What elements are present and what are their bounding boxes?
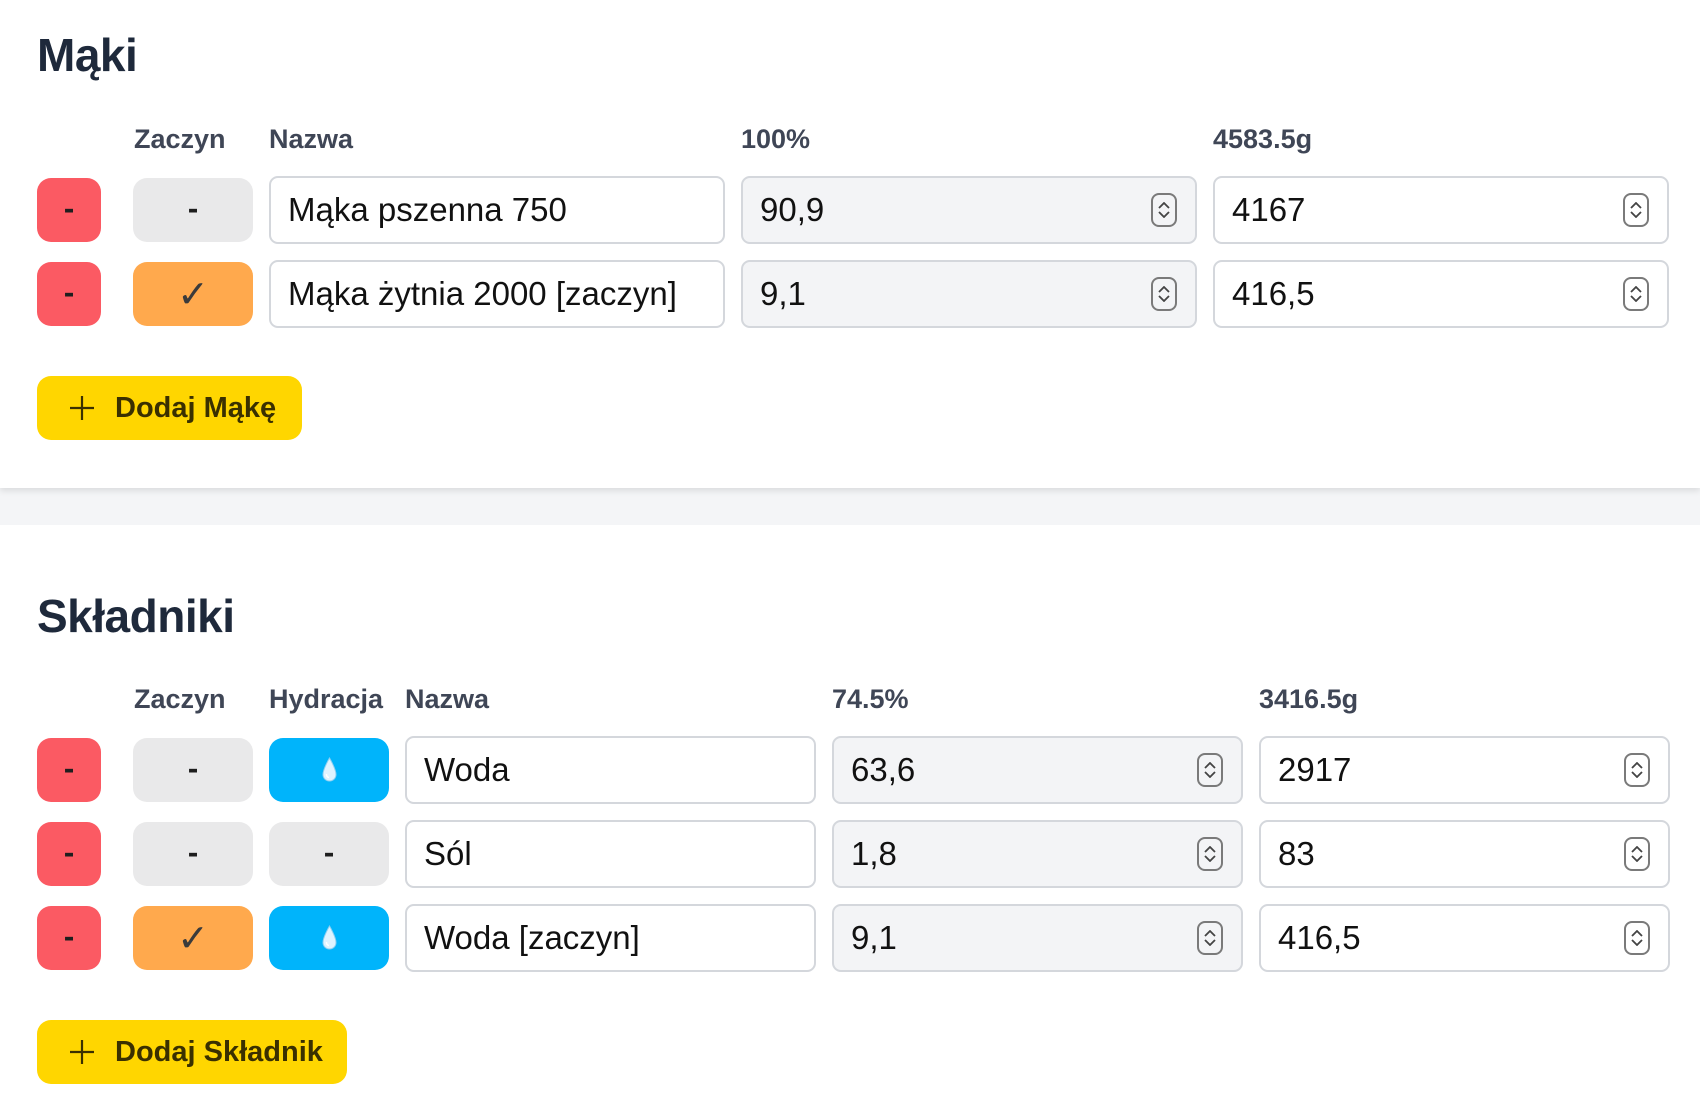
ingredient-name-value: Woda: [424, 751, 510, 788]
ingredients-header-hydration: Hydracja: [269, 684, 384, 714]
stepper-arrows-icon[interactable]: [1197, 921, 1223, 955]
ingredient-name-input[interactable]: Woda [zaczyn]: [405, 904, 816, 972]
ingredient-remove-button[interactable]: -: [37, 738, 101, 802]
stepper-arrows-icon[interactable]: [1623, 193, 1649, 227]
flour-name-value: Mąka pszenna 750: [288, 191, 567, 228]
ingredients-title: Składniki: [37, 590, 235, 642]
ingredient-weight-value: 83: [1278, 835, 1315, 872]
water-drop-icon: [321, 925, 337, 950]
add-ingredient-button[interactable]: Dodaj Składnik: [37, 1020, 347, 1084]
flours-header-starter: Zaczyn: [134, 124, 226, 154]
flour-remove-button[interactable]: -: [37, 178, 101, 242]
water-drop-icon: [321, 757, 337, 782]
ingredient-name-value: Woda [zaczyn]: [424, 919, 640, 956]
checkmark-icon: ✓: [177, 916, 209, 960]
flours-header-name: Nazwa: [269, 124, 354, 154]
add-ingredient-label: Dodaj Składnik: [115, 1035, 323, 1068]
stepper-arrows-icon[interactable]: [1624, 837, 1650, 871]
add-flour-label: Dodaj Mąkę: [115, 391, 277, 424]
flours-title: Mąki: [37, 29, 138, 81]
ingredient-hydration-toggle[interactable]: -: [269, 822, 389, 886]
flours-header-weight: 4583.5g: [1213, 124, 1313, 154]
flour-percent-input[interactable]: 90,9: [741, 176, 1197, 244]
ingredient-starter-toggle[interactable]: -: [133, 822, 253, 886]
flour-weight-value: 4167: [1232, 191, 1306, 228]
flour-weight-input[interactable]: 4167: [1213, 176, 1669, 244]
add-flour-button[interactable]: Dodaj Mąkę: [37, 376, 302, 440]
flour-percent-value: 9,1: [760, 275, 806, 312]
plus-icon: [70, 1040, 94, 1064]
ingredient-percent-value: 9,1: [851, 919, 897, 956]
ingredients-header-weight: 3416.5g: [1259, 684, 1359, 714]
stepper-arrows-icon[interactable]: [1197, 753, 1223, 787]
ingredient-hydration-toggle[interactable]: [269, 906, 389, 970]
ingredient-weight-value: 416,5: [1278, 919, 1361, 956]
flour-remove-button[interactable]: -: [37, 262, 101, 326]
flour-percent-input[interactable]: 9,1: [741, 260, 1197, 328]
stepper-arrows-icon[interactable]: [1624, 753, 1650, 787]
stepper-arrows-icon[interactable]: [1624, 921, 1650, 955]
ingredient-percent-input[interactable]: 9,1: [832, 904, 1243, 972]
flours-card: Mąki Zaczyn Nazwa 100% 4583.5g - - Mąka …: [0, 0, 1700, 488]
ingredient-name-input[interactable]: Sól: [405, 820, 816, 888]
flour-starter-toggle[interactable]: ✓: [133, 262, 253, 326]
ingredient-remove-button[interactable]: -: [37, 822, 101, 886]
stepper-arrows-icon[interactable]: [1623, 277, 1649, 311]
flour-name-value: Mąka żytnia 2000 [zaczyn]: [288, 275, 677, 312]
ingredient-percent-input[interactable]: 63,6: [832, 736, 1243, 804]
flour-weight-value: 416,5: [1232, 275, 1315, 312]
ingredient-remove-button[interactable]: -: [37, 906, 101, 970]
flour-weight-input[interactable]: 416,5: [1213, 260, 1669, 328]
stepper-arrows-icon[interactable]: [1151, 277, 1177, 311]
flour-name-input[interactable]: Mąka pszenna 750: [269, 176, 725, 244]
ingredients-header-percent: 74.5%: [832, 684, 909, 714]
ingredient-percent-input[interactable]: 1,8: [832, 820, 1243, 888]
flour-percent-value: 90,9: [760, 191, 825, 228]
ingredients-card: Składniki Zaczyn Hydracja Nazwa 74.5% 34…: [0, 525, 1700, 1104]
ingredient-weight-value: 2917: [1278, 751, 1352, 788]
ingredient-percent-value: 1,8: [851, 835, 897, 872]
ingredients-header-name: Nazwa: [405, 684, 490, 714]
ingredients-header-starter: Zaczyn: [134, 684, 226, 714]
ingredient-name-value: Sól: [424, 835, 472, 872]
stepper-arrows-icon[interactable]: [1197, 837, 1223, 871]
ingredient-starter-toggle[interactable]: -: [133, 738, 253, 802]
checkmark-icon: ✓: [177, 272, 209, 316]
ingredient-name-input[interactable]: Woda: [405, 736, 816, 804]
ingredient-weight-input[interactable]: 416,5: [1259, 904, 1670, 972]
flours-header-percent: 100%: [741, 124, 811, 154]
stepper-arrows-icon[interactable]: [1151, 193, 1177, 227]
plus-icon: [70, 396, 94, 420]
ingredient-weight-input[interactable]: 2917: [1259, 736, 1670, 804]
ingredient-starter-toggle[interactable]: ✓: [133, 906, 253, 970]
ingredient-percent-value: 63,6: [851, 751, 916, 788]
ingredient-weight-input[interactable]: 83: [1259, 820, 1670, 888]
flour-name-input[interactable]: Mąka żytnia 2000 [zaczyn]: [269, 260, 725, 328]
flour-starter-toggle[interactable]: -: [133, 178, 253, 242]
ingredient-hydration-toggle[interactable]: [269, 738, 389, 802]
